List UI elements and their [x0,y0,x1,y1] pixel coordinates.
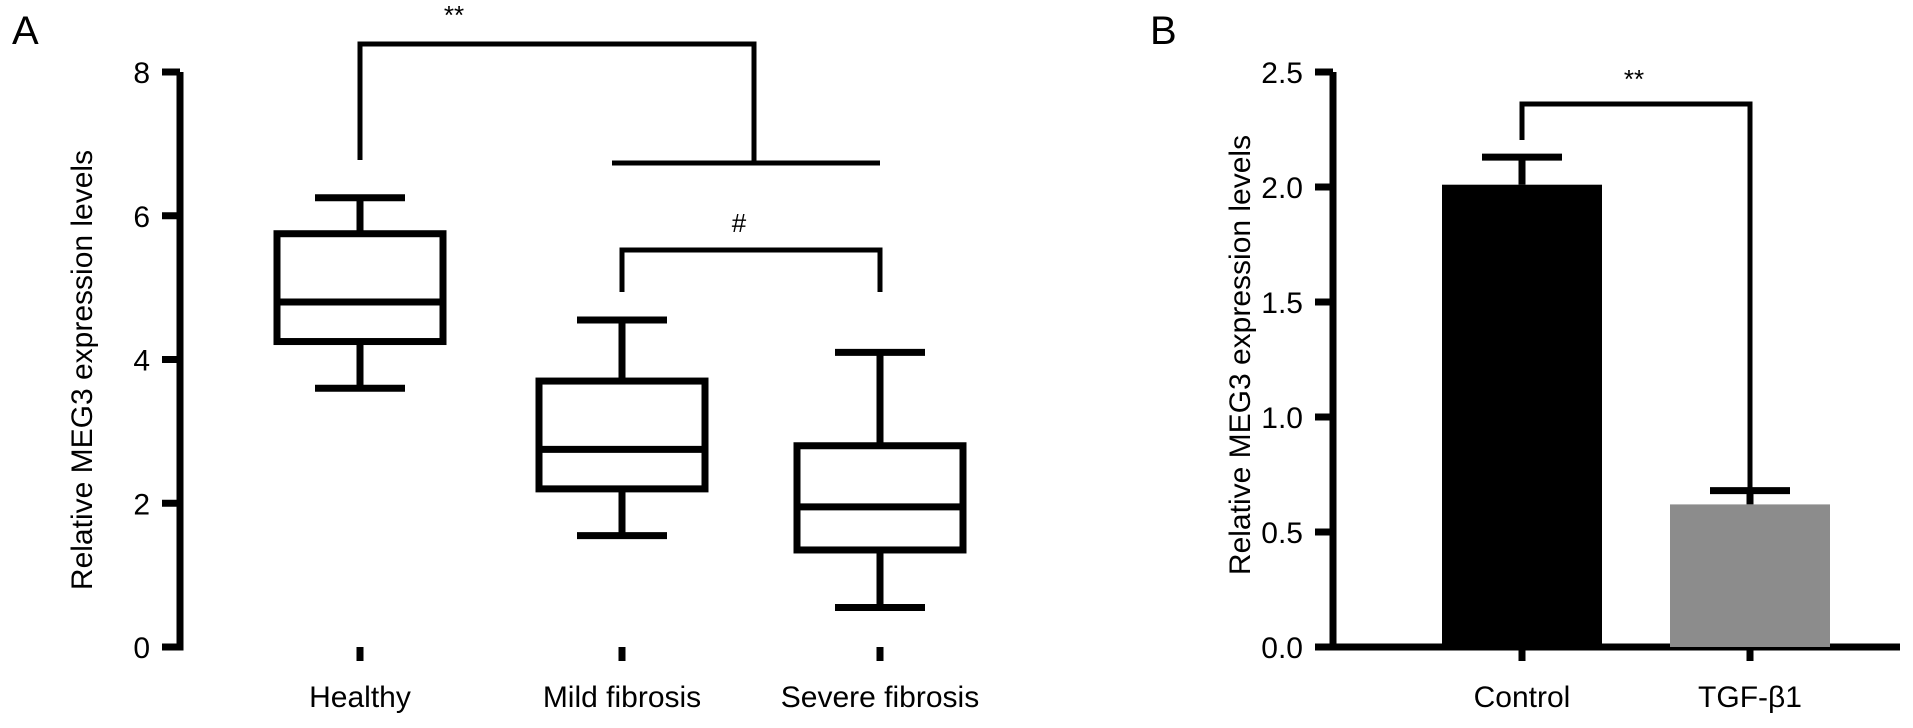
panel-b-bars [1442,153,1830,647]
panel-b-x-labels: Control TGF-β1 [1474,681,1802,714]
x-category-label: Mild fibrosis [543,681,701,714]
significance-label-healthy: ** [444,0,464,30]
x-category-label: Control [1474,681,1571,714]
bar-rect [1442,184,1602,647]
y-tick-label: 6 [133,201,150,234]
box-0 [273,194,447,392]
y-tick-label: 1.0 [1261,402,1303,435]
y-tick-label: 4 [133,345,150,378]
panel-b-y-ticks: 0.0 0.5 1.0 1.5 2.0 2.5 [1261,57,1333,665]
panel-a-y-ticks: 0 2 4 6 8 [133,57,180,665]
x-category-label: Healthy [309,681,411,714]
significance-bracket-control-tgf [1519,101,1753,500]
bar-rect [1670,504,1830,647]
significance-bracket-healthy [357,41,757,163]
x-category-label: TGF-β1 [1698,681,1802,714]
box-iqr [793,442,967,554]
y-tick-label: 8 [133,57,150,90]
y-tick-label: 0.5 [1261,517,1303,550]
y-tick-label: 0.0 [1261,632,1303,665]
bar-1 [1670,487,1830,647]
box-iqr [535,377,709,493]
bar-0 [1442,153,1602,647]
y-tick-label: 2.0 [1261,172,1303,205]
significance-label-mild-severe: # [732,208,747,238]
panel-a-x-labels: Healthy Mild fibrosis Severe fibrosis [309,681,979,714]
panel-a-axes [176,72,884,661]
panel-a-y-axis-label: Relative MEG3 expression levels [66,150,99,590]
box-1 [535,316,709,540]
y-tick-label: 0 [133,632,150,665]
panel-a: A Relative MEG3 expression levels 02468 … [12,0,979,714]
panel-b-label: B [1150,9,1177,53]
panel-a-boxes [273,194,967,611]
panel-a-label: A [12,9,39,53]
box-2 [793,348,967,611]
panel-b: B Relative MEG3 expression levels 0.0 0.5… [1150,9,1900,714]
panel-b-significance: ** [1519,64,1753,500]
panel-a-significance: ** # [357,0,883,292]
significance-bracket-mild-severe [619,247,883,292]
box-iqr [273,230,447,346]
x-category-label: Severe fibrosis [781,681,979,714]
y-tick-label: 1.5 [1261,287,1303,320]
y-tick-label: 2.5 [1261,57,1303,90]
significance-label-control: ** [1624,64,1644,94]
panel-b-y-axis-label: Relative MEG3 expression levels [1224,135,1257,575]
y-tick-label: 2 [133,488,150,521]
